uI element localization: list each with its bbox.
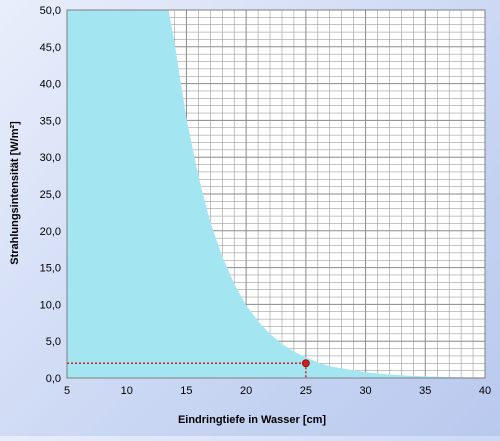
tick-labels: 5 10 15 20 25 30 35 40 0,0 5,0 10,0 15,0 20,0 25,0 30,…: [40, 5, 492, 397]
plot-area: [66, 9, 486, 379]
y-tick-label: 0,0: [46, 373, 61, 385]
y-axis-title: Strahlungsintensität [W/m²]: [9, 121, 21, 265]
x-tick-label: 40: [479, 385, 491, 397]
y-tick-label: 25,0: [40, 189, 61, 201]
x-tick-label: 15: [180, 385, 192, 397]
plot-border: [66, 9, 486, 379]
intensity-area: [67, 10, 485, 378]
y-tick-label: 30,0: [40, 152, 61, 164]
y-tick-label: 20,0: [40, 226, 61, 238]
x-tick-label: 35: [419, 385, 431, 397]
y-tick-label: 10,0: [40, 299, 61, 311]
x-tick-label: 30: [359, 385, 371, 397]
x-tick-label: 20: [240, 385, 252, 397]
x-tick-label: 25: [300, 385, 312, 397]
y-tick-label: 5,0: [46, 336, 61, 348]
x-axis-title: Eindringtiefe in Wasser [cm]: [178, 414, 326, 426]
x-tick-label: 5: [64, 385, 70, 397]
x-tick-label: 10: [121, 385, 133, 397]
y-tick-label: 50,0: [40, 5, 61, 17]
y-tick-label: 35,0: [40, 115, 61, 127]
y-tick-label: 45,0: [40, 42, 61, 54]
highlight-point: [301, 359, 310, 368]
y-tick-label: 15,0: [40, 263, 61, 275]
y-tick-label: 40,0: [40, 79, 61, 91]
